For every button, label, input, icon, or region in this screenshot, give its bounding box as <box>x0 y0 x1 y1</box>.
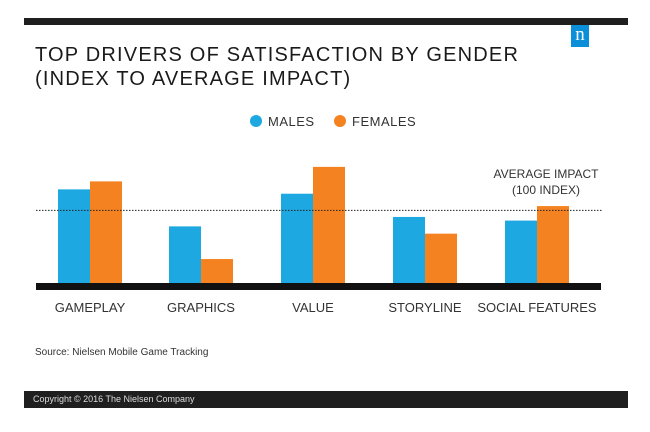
category-label-storyline: STORYLINE <box>388 300 462 315</box>
bar-females-gameplay <box>90 181 122 283</box>
bar-males-social-features <box>505 220 537 283</box>
bar-males-graphics <box>169 226 201 283</box>
legend-males-dot <box>250 115 262 127</box>
average-impact-label-line-2: (100 INDEX) <box>512 183 580 197</box>
bar-females-value <box>313 166 345 283</box>
chart-title-line-1: TOP DRIVERS OF SATISFACTION BY GENDER <box>35 44 520 66</box>
legend-males-label: MALES <box>268 114 315 129</box>
bar-females-social-features <box>537 206 569 283</box>
bar-males-storyline <box>393 216 425 283</box>
legend-females-dot <box>334 115 346 127</box>
legend-females-label: FEMALES <box>352 114 416 129</box>
bar-females-graphics <box>201 259 233 283</box>
chart-baseline <box>36 283 601 290</box>
chart-title-line-2: (INDEX TO AVERAGE IMPACT) <box>35 68 352 90</box>
top-bar <box>24 18 628 25</box>
source-note: Source: Nielsen Mobile Game Tracking <box>35 347 209 358</box>
footer-bar: Copyright © 2016 The Nielsen Company <box>24 391 628 408</box>
bar-chart: MALES FEMALES AVERAGE IMPACT (100 INDEX) GAM… <box>36 114 602 315</box>
category-label-gameplay: GAMEPLAY <box>55 300 126 315</box>
category-label-graphics: GRAPHICS <box>167 300 235 315</box>
average-impact-label-line-1: AVERAGE IMPACT <box>494 167 600 181</box>
category-label-social-features: SOCIAL FEATURES <box>477 300 597 315</box>
copyright-text: Copyright © 2016 The Nielsen Company <box>33 394 195 404</box>
nielsen-logo: n <box>571 25 589 47</box>
bar-females-storyline <box>425 233 457 283</box>
category-label-value: VALUE <box>292 300 334 315</box>
bar-males-gameplay <box>58 189 90 283</box>
chart-title: TOP DRIVERS OF SATISFACTION BY GENDER (I… <box>35 43 519 91</box>
bar-males-value <box>281 193 313 283</box>
